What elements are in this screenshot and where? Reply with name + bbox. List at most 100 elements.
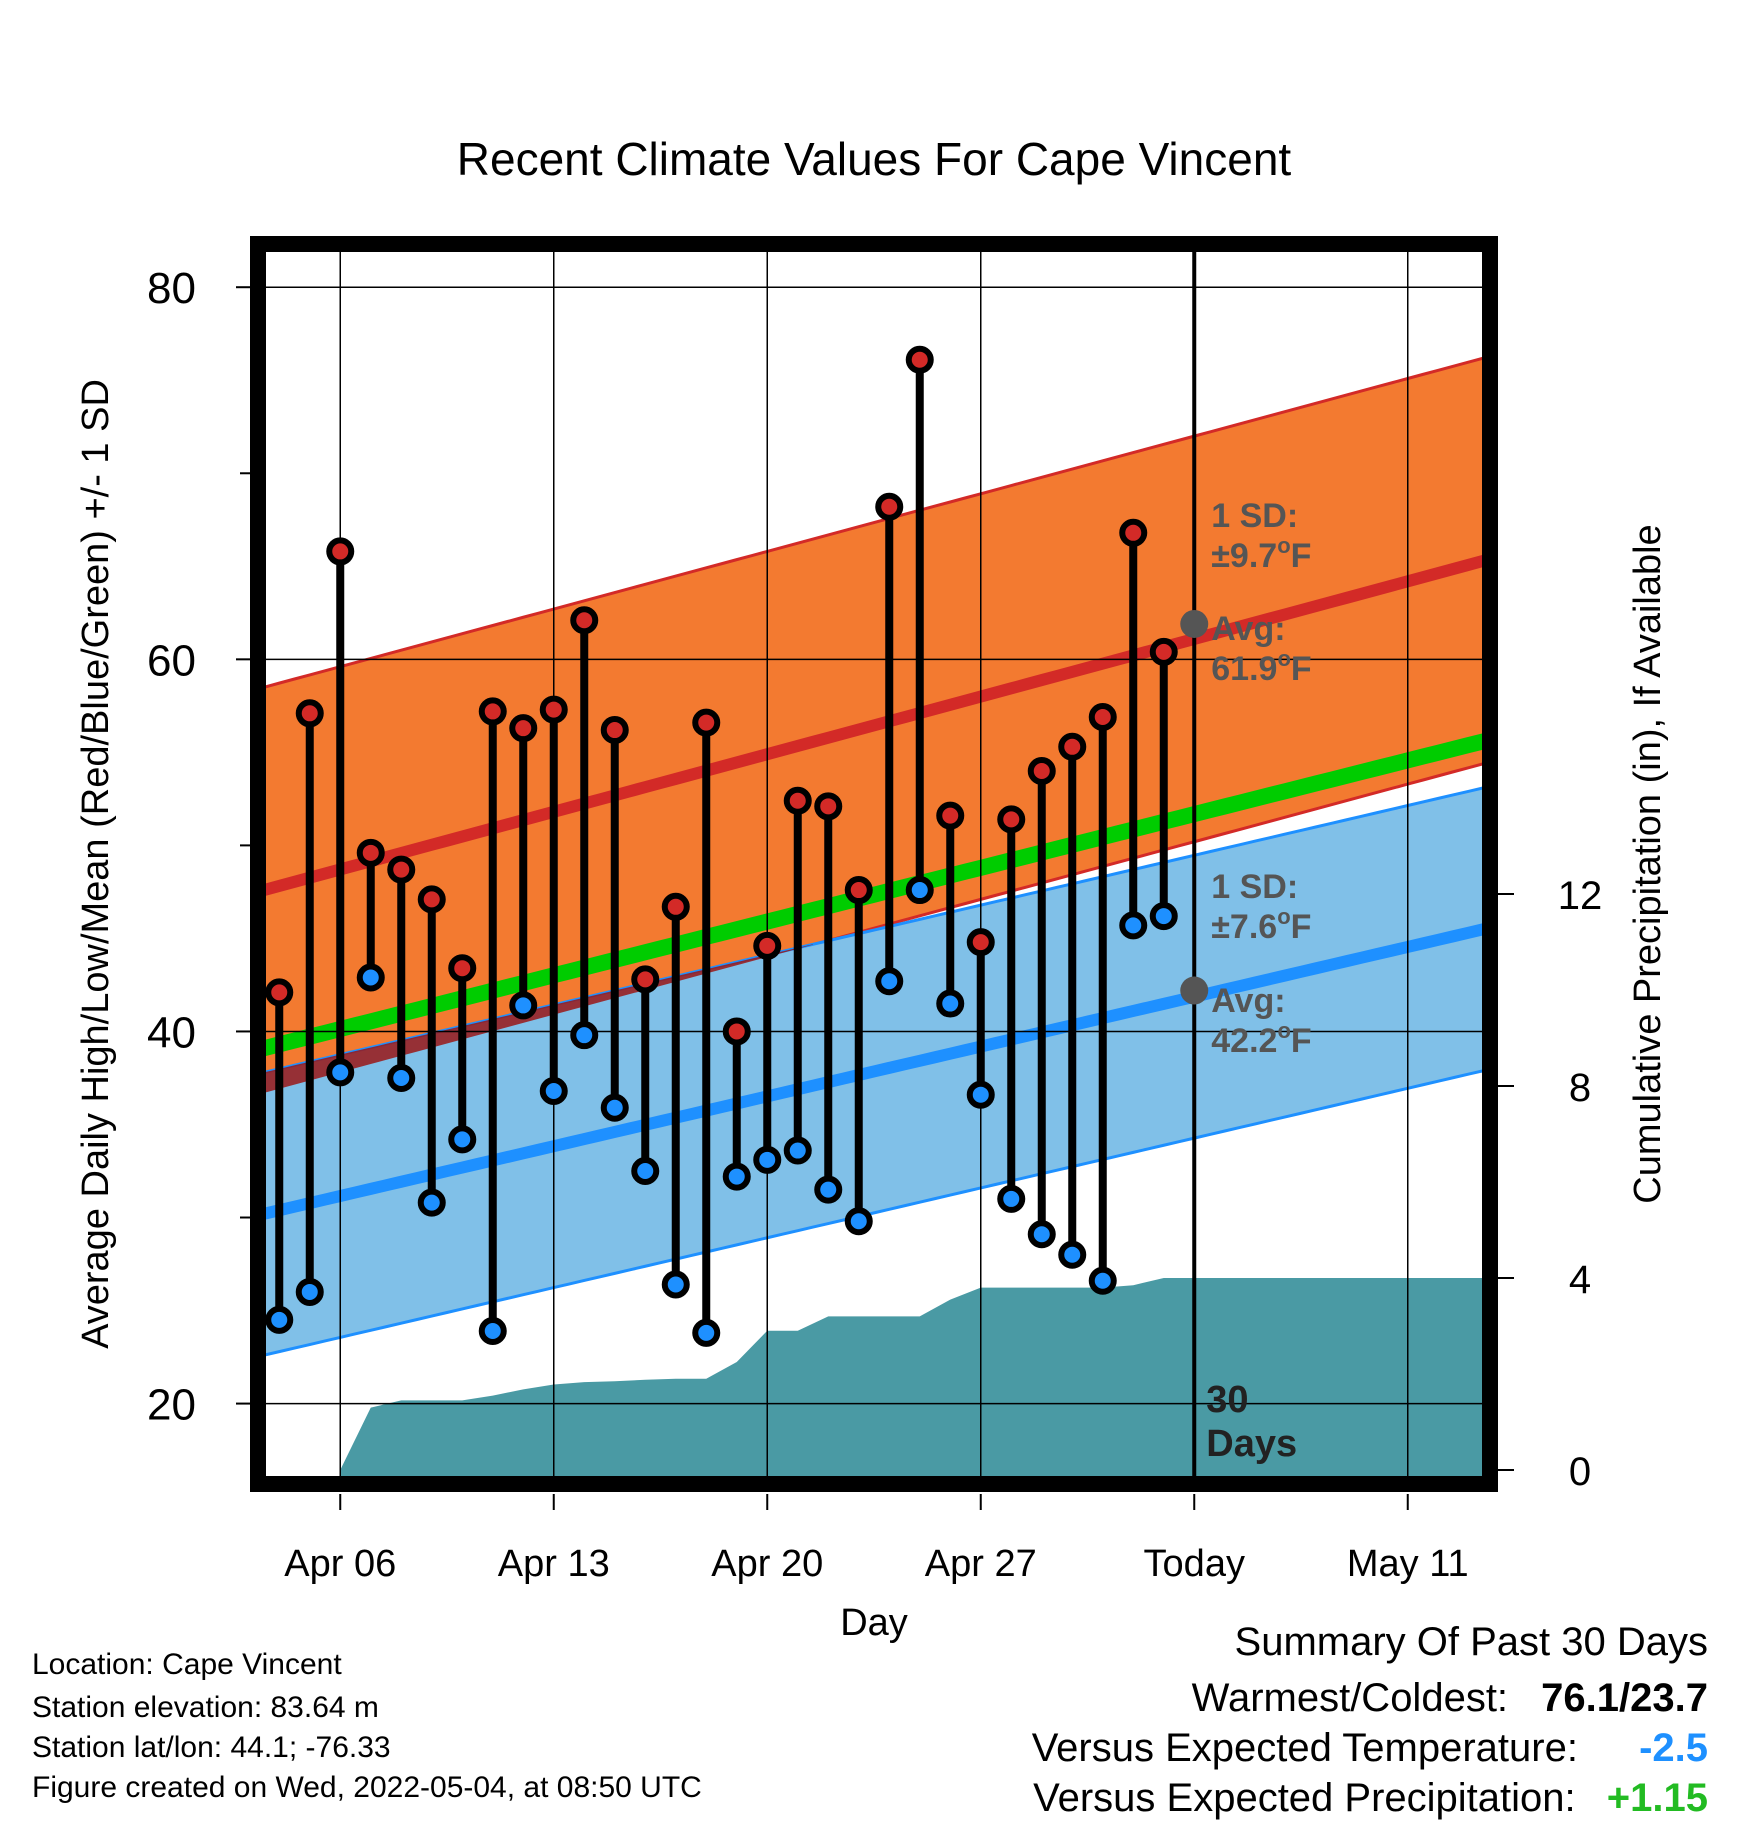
low-point bbox=[1058, 1240, 1087, 1269]
low-point bbox=[265, 1305, 294, 1334]
high-point bbox=[326, 537, 355, 566]
low-point bbox=[753, 1145, 782, 1174]
location-text: Location: Cape Vincent bbox=[32, 1648, 342, 1681]
low-point bbox=[1027, 1220, 1056, 1249]
high-sd-band-upper-edge bbox=[264, 356, 1484, 689]
y-tick-label: 20 bbox=[147, 1381, 196, 1430]
high-avg-label: Avg: bbox=[1211, 610, 1285, 648]
high-point bbox=[1149, 637, 1178, 666]
high-point bbox=[875, 492, 904, 521]
x-tick-label: Apr 27 bbox=[925, 1543, 1037, 1585]
high-point bbox=[478, 697, 507, 726]
high-point bbox=[1058, 732, 1087, 761]
high-mean-line bbox=[264, 554, 1484, 896]
plot-area bbox=[264, 356, 1484, 1478]
high-point bbox=[814, 792, 843, 821]
low-point bbox=[783, 1136, 812, 1165]
y2-tick-label: 4 bbox=[1569, 1258, 1591, 1302]
high-avg-marker bbox=[1180, 609, 1209, 638]
low-point bbox=[539, 1076, 568, 1105]
high-point bbox=[844, 876, 873, 905]
x-tick-label: Apr 06 bbox=[284, 1543, 396, 1585]
y-tick-label: 80 bbox=[147, 264, 196, 313]
plot-frame bbox=[250, 236, 1498, 1492]
low-point bbox=[600, 1093, 629, 1122]
y-axis-label: Average Daily High/Low/Mean (Red/Blue/Gr… bbox=[75, 379, 117, 1349]
low-sd-band-upper-edge bbox=[264, 786, 1484, 1074]
high-point bbox=[1027, 756, 1056, 785]
summary-precipitation: Versus Expected Precipitation: +1.15 bbox=[1033, 1778, 1708, 1818]
low-point bbox=[448, 1125, 477, 1154]
high-point bbox=[661, 892, 690, 921]
warmest-coldest-label: Warmest/Coldest: bbox=[1191, 1676, 1509, 1720]
low-point bbox=[905, 876, 934, 905]
high-point bbox=[265, 978, 294, 1007]
low-point bbox=[509, 991, 538, 1020]
low-sd-label: 1 SD: bbox=[1211, 868, 1298, 906]
high-point bbox=[905, 345, 934, 374]
low-avg-label: Avg: bbox=[1211, 982, 1285, 1020]
high-avg-value: 61.9oF bbox=[1211, 646, 1311, 688]
low-point bbox=[966, 1080, 995, 1109]
high-point bbox=[1119, 518, 1148, 547]
low-avg-value: 42.2oF bbox=[1211, 1018, 1311, 1060]
low-point bbox=[875, 967, 904, 996]
low-point bbox=[814, 1175, 843, 1204]
high-sd-label: 1 SD: bbox=[1211, 497, 1298, 535]
low-point bbox=[997, 1184, 1026, 1213]
low-point bbox=[722, 1162, 751, 1191]
high-point bbox=[783, 786, 812, 815]
high-point bbox=[570, 606, 599, 635]
elevation-text: Station elevation: 83.64 m bbox=[32, 1691, 379, 1724]
y2-tick-label: 12 bbox=[1558, 874, 1603, 918]
low-point bbox=[844, 1207, 873, 1236]
low-point bbox=[295, 1277, 324, 1306]
x-axis-label: Day bbox=[840, 1602, 908, 1644]
precipitation-area bbox=[340, 1278, 1484, 1478]
mean-line bbox=[264, 733, 1484, 1056]
summary-heading: Summary Of Past 30 Days bbox=[1234, 1620, 1708, 1664]
high-point bbox=[509, 714, 538, 743]
low-mean-line bbox=[264, 923, 1484, 1220]
high-point bbox=[753, 931, 782, 960]
latlon-text: Station lat/lon: 44.1; -76.33 bbox=[32, 1731, 391, 1764]
high-point bbox=[692, 708, 721, 737]
chart-title: Recent Climate Values For Cape Vincent bbox=[457, 133, 1292, 185]
low-point bbox=[631, 1157, 660, 1185]
high-point bbox=[295, 699, 324, 728]
high-point bbox=[997, 805, 1026, 834]
window-days-number: 30 bbox=[1206, 1379, 1248, 1421]
low-point bbox=[417, 1188, 446, 1217]
x-tick-label: Apr 20 bbox=[711, 1543, 823, 1585]
high-point bbox=[356, 838, 385, 867]
high-point bbox=[966, 928, 995, 957]
low-point bbox=[936, 989, 965, 1018]
low-sd-band-lower-edge bbox=[264, 1069, 1484, 1357]
y2-tick-label: 8 bbox=[1569, 1066, 1591, 1110]
high-point bbox=[722, 1017, 751, 1046]
low-point bbox=[661, 1270, 690, 1299]
low-point bbox=[387, 1063, 416, 1092]
warmest-coldest-value: 76.1/23.7 bbox=[1541, 1676, 1708, 1720]
x-tick-label: Today bbox=[1144, 1543, 1245, 1585]
high-point bbox=[387, 855, 416, 884]
window-days-label: Days bbox=[1206, 1423, 1297, 1465]
temperature-value: -2.5 bbox=[1639, 1726, 1708, 1770]
summary-temperature: Versus Expected Temperature: -2.5 bbox=[1032, 1728, 1708, 1768]
temperature-label: Versus Expected Temperature: bbox=[1031, 1726, 1578, 1770]
y-tick-label: 60 bbox=[147, 636, 196, 685]
x-tick-label: May 11 bbox=[1347, 1543, 1469, 1585]
low-point bbox=[692, 1318, 721, 1347]
y2-axis-label: Cumulative Precipitation (in), If Availa… bbox=[1627, 524, 1669, 1203]
low-point bbox=[570, 1021, 599, 1050]
high-point bbox=[600, 716, 629, 745]
high-point bbox=[539, 695, 568, 724]
created-text: Figure created on Wed, 2022-05-04, at 08… bbox=[32, 1771, 702, 1804]
high-point bbox=[1088, 703, 1117, 732]
x-tick-label: Apr 13 bbox=[498, 1543, 610, 1585]
low-point bbox=[1119, 911, 1148, 940]
low-point bbox=[1149, 902, 1178, 931]
high-point bbox=[448, 954, 477, 983]
high-point bbox=[417, 885, 446, 914]
